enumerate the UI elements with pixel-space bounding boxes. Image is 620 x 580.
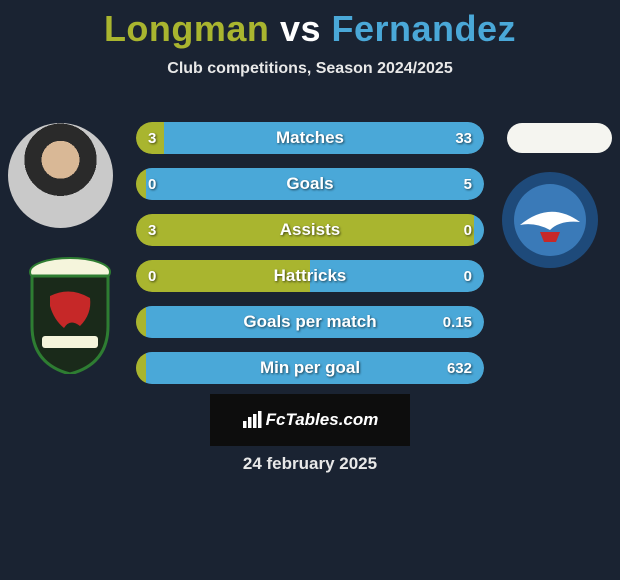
stat-row: 05Goals: [136, 168, 484, 200]
club-crest-left: [20, 256, 120, 374]
stat-row: 30Assists: [136, 214, 484, 246]
stat-fill-right: [310, 260, 484, 292]
stat-value-right: 632: [447, 352, 472, 384]
stat-row: 00Hattricks: [136, 260, 484, 292]
stat-row: 632Min per goal: [136, 352, 484, 384]
stat-value-right: 33: [455, 122, 472, 154]
stat-fill-right: [474, 214, 484, 246]
stat-fill-left: [136, 214, 474, 246]
stat-value-left: 3: [148, 122, 156, 154]
stat-value-left: 0: [148, 260, 156, 292]
club-crest-right: [500, 170, 600, 270]
stat-fill-left: [136, 352, 146, 384]
stat-fill-left: [136, 260, 310, 292]
stat-value-right: 0: [464, 214, 472, 246]
stat-fill-right: [164, 122, 484, 154]
stat-value-right: 0.15: [443, 306, 472, 338]
title-vs: vs: [280, 8, 321, 49]
stat-value-right: 5: [464, 168, 472, 200]
chart-icon: [242, 411, 262, 429]
stat-value-left: 3: [148, 214, 156, 246]
watermark: FcTables.com: [210, 394, 410, 446]
stat-fill-left: [136, 168, 146, 200]
crest-shield: [32, 276, 108, 374]
stat-value-left: 0: [148, 168, 156, 200]
stat-row: 0.15Goals per match: [136, 306, 484, 338]
stat-value-right: 0: [464, 260, 472, 292]
stat-row: 333Matches: [136, 122, 484, 154]
crest-banner: [42, 336, 98, 348]
player-avatar-left: [8, 123, 113, 228]
title-player-left: Longman: [104, 8, 269, 49]
watermark-text: FcTables.com: [266, 410, 379, 430]
date-label: 24 february 2025: [0, 454, 620, 474]
subtitle: Club competitions, Season 2024/2025: [0, 60, 620, 78]
stats-bars: 333Matches05Goals30Assists00Hattricks0.1…: [136, 122, 484, 398]
stat-fill-left: [136, 306, 146, 338]
player-avatar-right: [507, 123, 612, 153]
stat-fill-right: [146, 306, 484, 338]
stat-fill-right: [146, 168, 484, 200]
stat-fill-right: [146, 352, 484, 384]
comparison-title: Longman vs Fernandez: [0, 0, 620, 50]
title-player-right: Fernandez: [332, 8, 517, 49]
